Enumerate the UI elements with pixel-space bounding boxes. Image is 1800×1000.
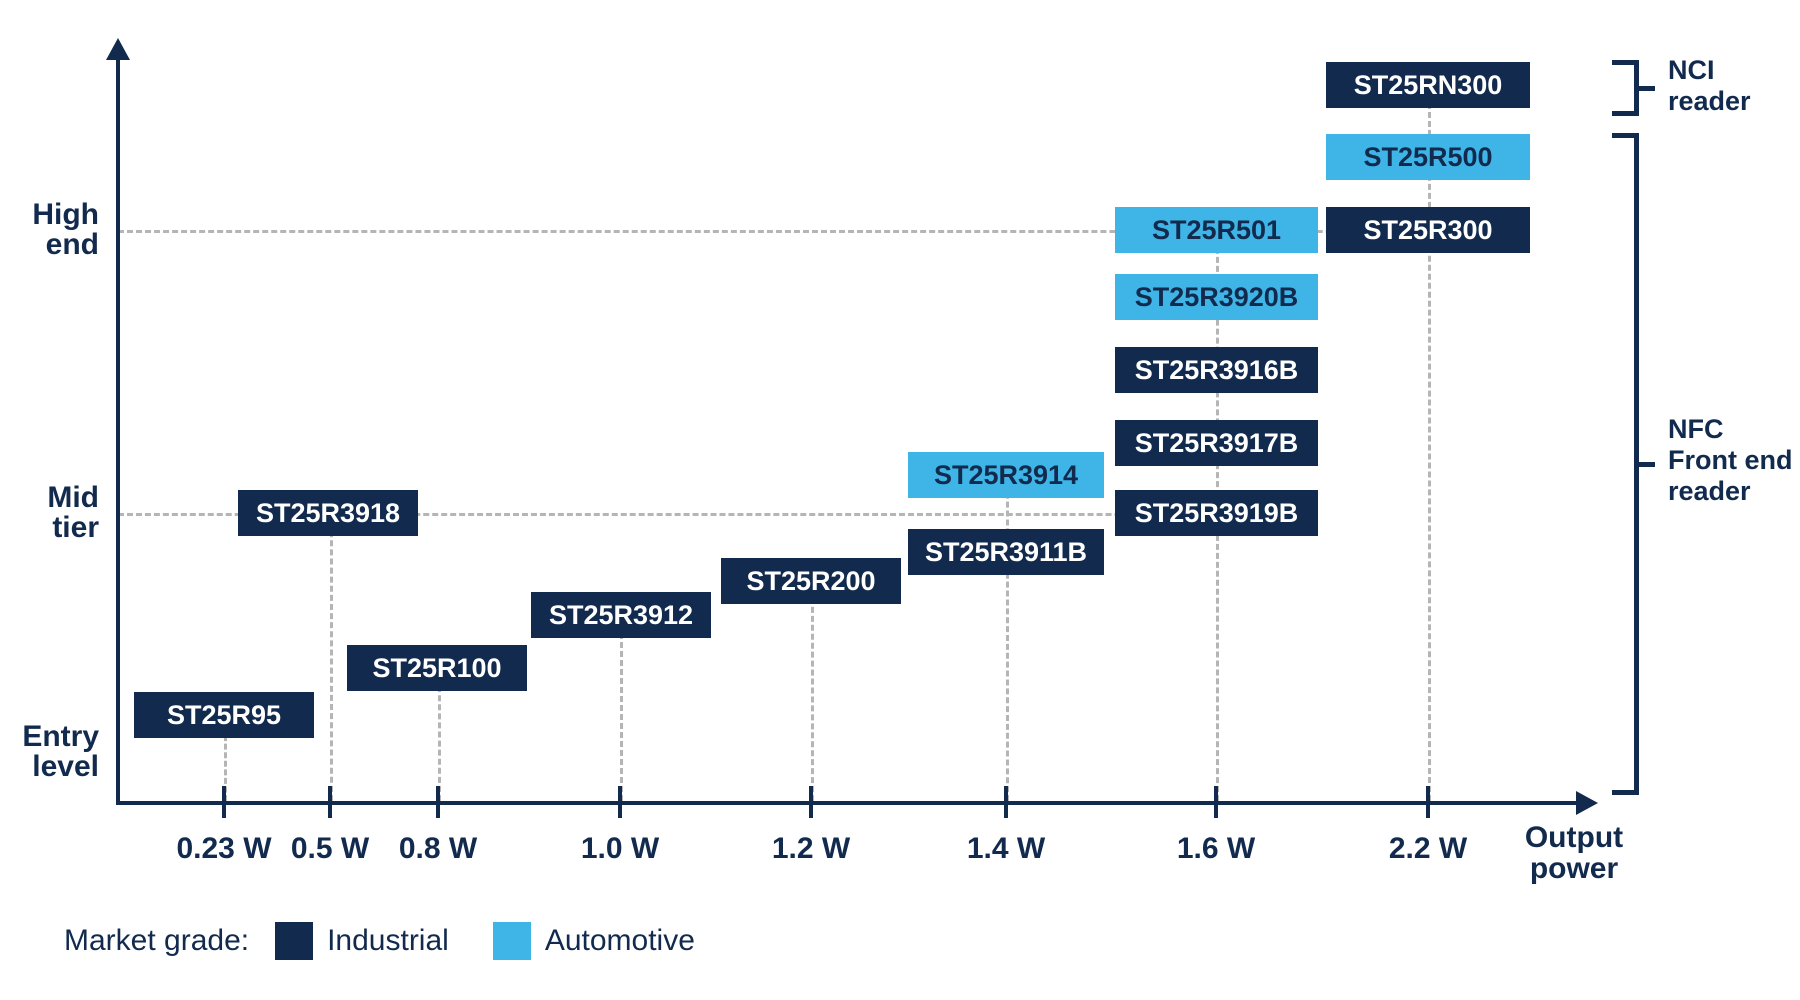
x-axis-tick-label: 0.8 W xyxy=(398,832,478,865)
product-box-st25r95: ST25R95 xyxy=(134,692,314,738)
x-axis-tick xyxy=(328,786,332,818)
bracket-nfc-bottom-arm xyxy=(1612,790,1634,795)
x-axis-tick-label: 1.4 W xyxy=(966,832,1046,865)
x-axis-tick xyxy=(809,786,813,818)
x-axis-tick xyxy=(1426,786,1430,818)
tier-label-line2: end xyxy=(45,228,99,261)
x-axis-arrow-icon xyxy=(1576,791,1598,815)
y-axis-tier-label: Mid tier xyxy=(0,483,99,543)
bracket-nci-bottom-arm xyxy=(1612,111,1634,116)
bracket-label-nfc: NFC Front end reader xyxy=(1668,413,1793,506)
tier-label-line1: High xyxy=(32,198,99,231)
y-axis-tier-label: Entry level xyxy=(0,722,99,782)
x-axis-tick xyxy=(1004,786,1008,818)
product-box-st25r3920b: ST25R3920B xyxy=(1115,274,1318,320)
bracket-nci-nub xyxy=(1639,86,1655,91)
bracket-nci-vertical xyxy=(1634,60,1639,116)
x-axis-tick-label: 0.5 W xyxy=(290,832,370,865)
bracket-nfc-top-arm xyxy=(1612,133,1634,138)
x-axis-tick-label: 2.2 W xyxy=(1388,832,1468,865)
tier-label-line1: Entry xyxy=(22,720,99,753)
legend-label-automotive: Automotive xyxy=(544,924,695,957)
product-box-st25r501: ST25R501 xyxy=(1115,207,1318,253)
legend-swatch-industrial xyxy=(275,922,314,960)
product-box-st25r500: ST25R500 xyxy=(1326,134,1530,180)
product-box-st25r3912: ST25R3912 xyxy=(531,592,711,638)
product-box-st25r300: ST25R300 xyxy=(1326,207,1530,253)
x-axis-tick-label: 1.6 W xyxy=(1176,832,1256,865)
product-box-st25r100: ST25R100 xyxy=(347,645,527,691)
legend: Market grade: Industrial Automotive xyxy=(64,922,739,960)
vertical-gridline xyxy=(1006,475,1009,801)
product-box-st25r3919b: ST25R3919B xyxy=(1115,490,1318,536)
y-axis-arrow-icon xyxy=(106,38,130,60)
legend-title: Market grade: xyxy=(64,924,250,957)
vertical-gridline xyxy=(811,580,814,801)
x-axis-tick xyxy=(436,786,440,818)
y-axis-line xyxy=(116,58,120,805)
bracket-nfc-vertical xyxy=(1634,133,1639,795)
bracket-nci-top-arm xyxy=(1612,60,1634,65)
product-box-st25r3918: ST25R3918 xyxy=(238,490,418,536)
y-axis-tier-label: High end xyxy=(0,200,99,260)
legend-swatch-automotive xyxy=(492,922,531,960)
product-box-st25r3914: ST25R3914 xyxy=(908,452,1104,498)
x-axis-tick-label: 0.23 W xyxy=(176,832,272,865)
product-box-st25r3911b: ST25R3911B xyxy=(908,529,1104,575)
x-axis-tick-label: 1.0 W xyxy=(580,832,660,865)
tier-label-line1: Mid xyxy=(47,481,99,514)
x-axis-title: Output power xyxy=(1525,822,1623,884)
x-axis-tick xyxy=(222,786,226,818)
x-axis-title-line2: power xyxy=(1529,852,1619,885)
x-axis-line xyxy=(116,801,1578,805)
product-box-st25r200: ST25R200 xyxy=(721,558,901,604)
x-axis-title-line1: Output xyxy=(1524,821,1624,854)
legend-item-industrial: Industrial xyxy=(275,922,449,960)
product-box-st25r3917b: ST25R3917B xyxy=(1115,420,1318,466)
horizontal-gridline xyxy=(118,513,1318,516)
bracket-label-nci: NCI reader xyxy=(1668,55,1751,116)
vertical-gridline xyxy=(330,513,333,801)
horizontal-gridline xyxy=(118,230,1530,233)
bracket-nfc-nub xyxy=(1639,462,1655,467)
product-box-st25r3916b: ST25R3916B xyxy=(1115,347,1318,393)
vertical-gridline xyxy=(620,615,623,801)
vertical-gridline xyxy=(438,668,441,801)
legend-label-industrial: Industrial xyxy=(327,924,449,957)
x-axis-tick-label: 1.2 W xyxy=(771,832,851,865)
x-axis-tick xyxy=(618,786,622,818)
vertical-gridline xyxy=(224,718,227,801)
x-axis-tick xyxy=(1214,786,1218,818)
vertical-gridline xyxy=(1428,85,1431,801)
tier-label-line2: level xyxy=(32,750,99,783)
legend-item-automotive: Automotive xyxy=(492,922,695,960)
product-box-st25rn300: ST25RN300 xyxy=(1326,62,1530,108)
tier-label-line2: tier xyxy=(52,511,99,544)
